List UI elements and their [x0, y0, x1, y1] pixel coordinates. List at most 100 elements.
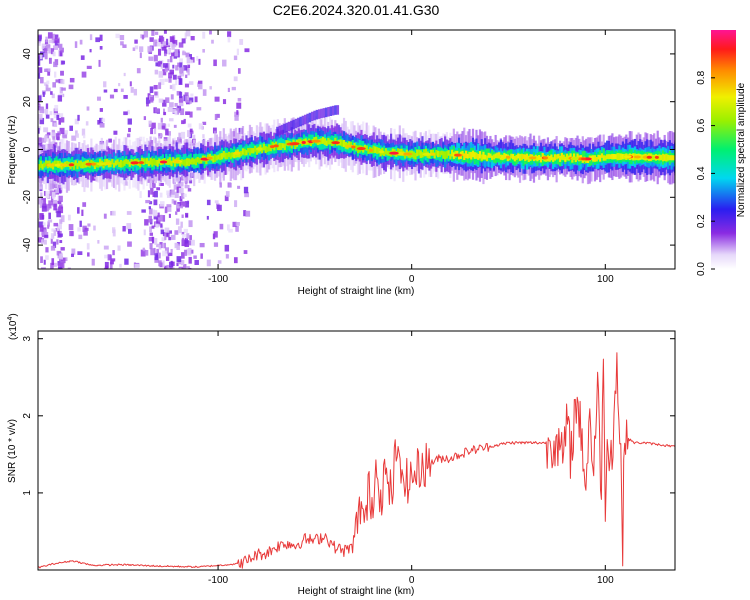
spectrogram-noise-cell [186, 233, 190, 239]
spectrogram-ridge-cell [114, 160, 117, 166]
spectrogram-noise-cell [43, 239, 47, 245]
spectrogram-noise-cell [227, 36, 231, 43]
spectrogram-noise-cell [101, 118, 106, 123]
spectrogram-noise-cell [225, 191, 230, 197]
spectrogram-noise-cell [184, 92, 189, 97]
spectrogram-noise-cell [243, 210, 247, 217]
spectrogram-noise-cell [39, 225, 44, 232]
spectrogram-ridge-cell [383, 151, 386, 157]
spectrogram-noise-cell [38, 221, 44, 228]
spectrogram-noise-cell [166, 204, 172, 208]
spectrogram-noise-cell [209, 86, 212, 90]
spectrogram-noise-cell [244, 48, 250, 53]
spectrogram-noise-cell [164, 206, 168, 214]
spectrogram-ridge-cell [480, 154, 483, 161]
spectrogram-ridge-cell [367, 149, 370, 154]
spectrogram-ridge-cell [471, 150, 475, 158]
spectrogram-noise-cell [153, 84, 158, 90]
spectrogram-noise-cell [231, 86, 236, 91]
spectrogram-noise-cell [47, 71, 51, 76]
spectrogram-hotspot [255, 147, 263, 151]
spectrogram-ridge-cell [128, 161, 131, 167]
spectrogram-noise-cell [159, 133, 163, 138]
spectrogram-noise-cell [38, 127, 40, 134]
spectrogram-ridge-cell [600, 153, 604, 158]
spectrogram-noise-cell [163, 63, 168, 68]
spectrogram-ridge-cell [224, 152, 227, 160]
spectrogram-noise-cell [236, 48, 239, 56]
spectrogram-noise-cell [228, 228, 233, 233]
spectrogram-noise-cell [189, 179, 193, 184]
spectrogram-ridge-cell [442, 151, 445, 159]
spectrogram-hotspot [233, 151, 241, 155]
spectrogram-ridge-cell [665, 153, 668, 162]
spectrogram-noise-cell [178, 96, 183, 103]
spectrogram-noise-cell [54, 71, 57, 78]
spectrogram-noise-cell [196, 55, 199, 61]
spectrogram-ridge-cell [79, 160, 83, 169]
spectrogram-noise-cell [176, 256, 182, 262]
spectrogram-noise-cell [55, 133, 60, 140]
spectrogram-noise-cell [81, 209, 84, 216]
spectrogram-noise-cell [51, 258, 55, 266]
spectrogram-noise-cell [112, 250, 115, 256]
spectrogram-noise-cell [50, 238, 53, 244]
spectrogram-noise-cell [54, 34, 59, 39]
colorbar-tick-label: 0.2 [696, 214, 707, 228]
spectrogram-ridge-cell [412, 151, 415, 159]
spectrogram-noise-cell [170, 248, 173, 253]
spectrogram-noise-cell [99, 123, 105, 128]
spectrogram-noise-cell [141, 209, 146, 213]
spectrogram-noise-cell [167, 42, 173, 46]
spectrogram-y-label: Frequency (Hz) [7, 116, 18, 185]
spectrogram-noise-cell [62, 132, 68, 139]
spectrogram-noise-cell [168, 72, 173, 79]
spectrogram-noise-cell [50, 245, 56, 251]
spectrogram-noise-cell [184, 237, 189, 244]
spectrogram-hotspot [269, 145, 275, 149]
spectrogram-noise-cell [85, 121, 89, 126]
spectrogram-ridge-cell [173, 159, 177, 167]
spectrogram-ridge-cell [475, 152, 478, 159]
spectrogram-noise-cell [181, 214, 184, 218]
spectrogram-ridge-cell [468, 151, 471, 159]
spectrogram-noise-cell [98, 59, 101, 67]
spectrogram-ridge-cell [252, 148, 255, 154]
spectrogram-noise-cell [58, 117, 61, 125]
spectrogram-noise-cell [190, 35, 195, 41]
spectrogram-ridge-cell [386, 150, 389, 156]
spectrogram-noise-cell [51, 93, 55, 99]
spectrogram-noise-cell [151, 30, 155, 36]
spectrogram-ridge-cell [215, 155, 218, 161]
spectrogram-branch-cell [336, 105, 340, 115]
spectrogram-noise-cell [53, 203, 57, 211]
spectrogram-noise-cell [44, 52, 48, 60]
spectrogram-noise-cell [52, 138, 56, 145]
spectrogram-branch-cell [311, 111, 314, 122]
spectrogram-ridge-cell [81, 162, 84, 169]
spectrogram-ridge-cell [166, 158, 170, 165]
spectrogram-branch-cell [315, 109, 319, 120]
spectrogram-noise-cell [177, 75, 182, 80]
spectrogram-hotspot [138, 161, 145, 165]
spectrogram-branch-cell [320, 108, 323, 119]
spectrogram-noise-cell [194, 96, 198, 103]
spectrogram-ridge-cell [229, 152, 232, 159]
spectrogram-noise-cell [168, 261, 174, 268]
spectrogram-ridge-cell [250, 148, 253, 154]
colorbar: 0.0 0.2 0.4 0.6 0.8 Normalized spectral ampl… [696, 30, 747, 276]
spectrogram-noise-cell [47, 221, 50, 227]
spectrogram-noise-cell [38, 113, 43, 120]
spectrogram-noise-cell [148, 215, 153, 223]
spectrogram-noise-cell [87, 223, 91, 227]
spectrogram-noise-cell [172, 267, 175, 269]
spectrogram-ridge-cell [590, 155, 593, 161]
spectrogram-noise-cell [75, 133, 79, 138]
spectrogram-noise-cell [191, 239, 195, 246]
spectrogram-ridge-cell [205, 157, 208, 165]
spectrogram-noise-cell [235, 221, 240, 226]
spectrogram-ridge-cell [144, 158, 147, 164]
spectrogram-noise-cell [128, 228, 132, 234]
spectrogram-noise-cell [117, 245, 121, 251]
spectrogram-noise-cell [164, 68, 168, 73]
